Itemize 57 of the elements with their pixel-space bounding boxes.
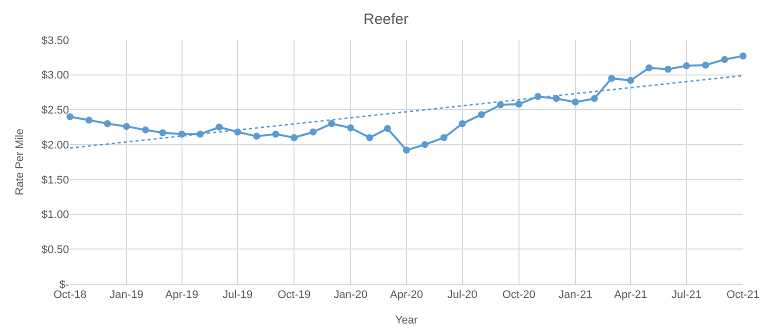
point [683,62,690,70]
x-tick-label: Jul-21 [672,289,702,302]
point [552,95,560,102]
x-tick-label: Apr-19 [165,289,198,302]
point [664,66,672,73]
x-tick-label: Jul-19 [222,289,253,302]
point [740,52,746,60]
y-tick-label: $1.00 [41,209,69,222]
point [310,128,317,136]
point [272,130,280,138]
x-axis-title: Year [395,314,418,326]
chart-title: Reefer [363,10,409,28]
y-axis-title: Rate Per Mile [14,128,26,196]
point [290,134,298,142]
point [496,101,504,108]
point [366,134,374,142]
point [721,56,728,64]
x-tick-label: Jan-21 [558,289,592,302]
point [384,125,391,132]
point [608,74,616,82]
point [646,64,653,72]
point [702,62,710,69]
point [440,134,448,142]
point [347,124,354,132]
x-tick-label: Jul-20 [447,289,478,302]
point [104,120,111,128]
y-tick-label: $1.50 [41,174,69,186]
x-tick-label: Jan-20 [334,289,368,302]
x-tick-label: Apr-21 [614,289,648,302]
y-tick-label: $3.50 [41,34,69,47]
point [86,116,93,124]
x-tick-label: Oct-21 [726,289,760,302]
x-tick-label: Oct-20 [502,289,536,302]
point [253,132,260,140]
point [142,126,150,134]
point [421,141,428,148]
point [122,122,130,130]
point [627,76,634,84]
point [572,98,579,106]
point [328,120,336,128]
point [458,120,466,128]
y-tick-label: $- [59,278,70,291]
x-tick-label: Apr-20 [390,289,424,302]
point [478,111,485,118]
x-tick-label: Oct-19 [278,289,311,302]
point [590,95,598,102]
x-tick-label: Jan-19 [110,289,144,302]
y-tick-label: $2.00 [41,139,69,152]
y-tick-label: $3.00 [41,70,69,82]
point [403,146,410,154]
y-tick-label: $0.50 [41,244,69,256]
point [66,113,74,120]
x-tick-label: Oct-18 [53,289,87,302]
point [159,129,166,136]
y-tick-label: $2.50 [41,104,69,117]
point [515,100,522,108]
point [216,124,223,131]
